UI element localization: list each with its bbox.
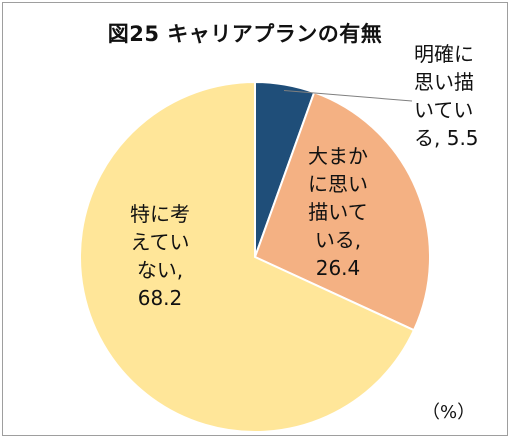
slice-label-line: 68.2 — [137, 286, 183, 310]
slice-label-line: ない, — [136, 258, 184, 282]
unit-label: （%） — [422, 402, 476, 423]
slice-label-line: えてい — [130, 230, 190, 254]
slice-label-line: 描いて — [308, 200, 368, 224]
slice-label-line: 思い描 — [414, 70, 474, 94]
slice-label-line: に思い — [308, 172, 368, 196]
slice-label-clear-plan: 明確に思い描いている, 5.5 — [414, 40, 492, 152]
slice-label-no-plan: 特に考えていない, 68.2 — [120, 200, 200, 312]
slice-no-plan — [79, 80, 416, 433]
slice-label-line: 26.4 — [315, 256, 361, 280]
leader-line-clear — [283, 90, 413, 102]
slice-rough-plan — [253, 91, 432, 332]
slice-label-line: 大まか — [308, 144, 368, 168]
chart-title: 図25 キャリアプランの有無 — [107, 22, 383, 46]
slice-label-rough-plan: 大まかに思い描いている, 26.4 — [302, 142, 374, 282]
slice-label-line: 明確に — [414, 42, 474, 66]
slice-label-line: いてい — [414, 98, 474, 122]
slice-label-line: 特に考 — [130, 202, 190, 226]
slice-label-line: いる, — [314, 228, 362, 252]
slice-label-line: る, 5.5 — [414, 126, 479, 150]
